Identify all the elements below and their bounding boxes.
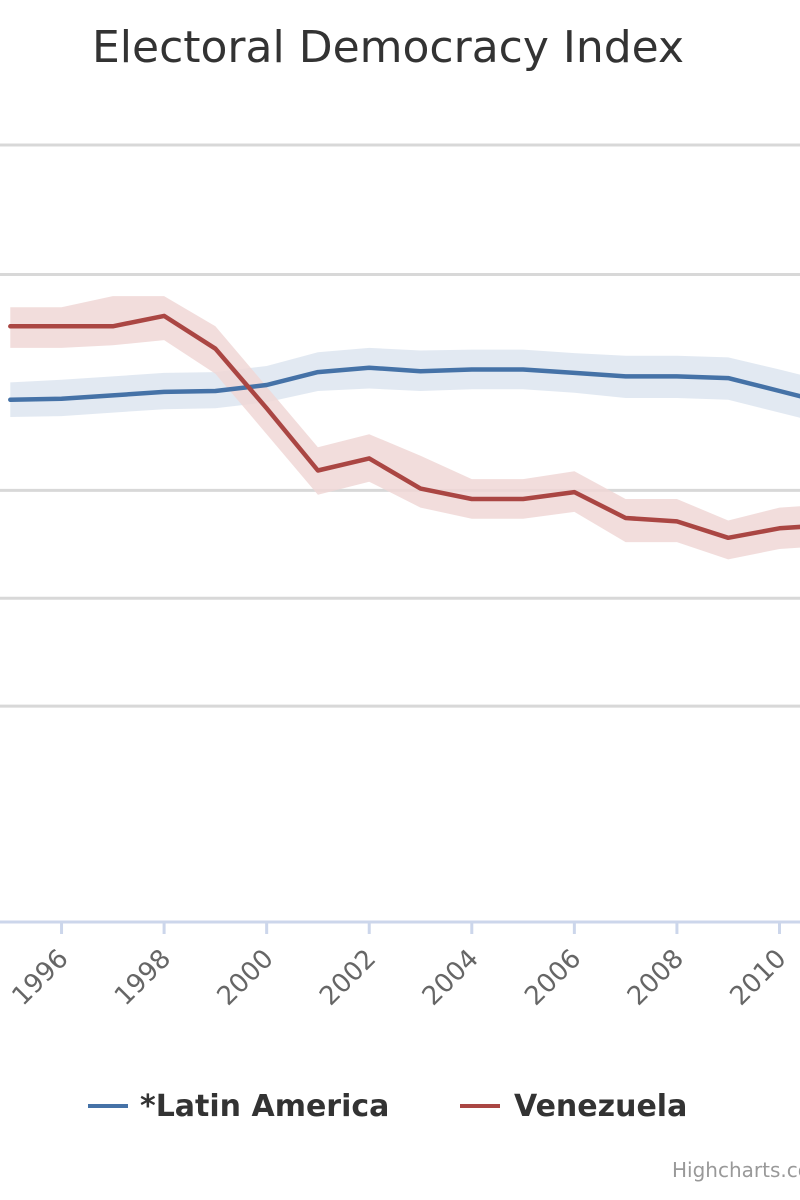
legend-label-venezuela: Venezuela (514, 1089, 687, 1124)
x-tick-label-2002: 2002 (314, 944, 382, 1012)
series-lines[interactable] (8, 313, 800, 541)
series-line-latin-america[interactable] (8, 365, 800, 404)
legend-item-venezuela[interactable]: Venezuela (460, 1089, 687, 1124)
confidence-bands (10, 296, 800, 560)
x-tick-label-1998: 1998 (109, 944, 177, 1012)
series-line-venezuela[interactable] (8, 313, 800, 541)
grid-lines (0, 143, 800, 708)
x-tick-label-2008: 2008 (622, 944, 690, 1012)
x-tick-label-1996: 1996 (6, 944, 74, 1012)
band-venezuela (10, 296, 800, 560)
x-axis: 1996 1998 2000 2002 2004 2006 2008 2010 (0, 920, 800, 1012)
credits-link[interactable]: Highcharts.com (672, 1158, 800, 1182)
band--latin-america (10, 347, 800, 418)
chart-title: Electoral Democracy Index (92, 22, 684, 73)
x-tick-label-2010: 2010 (724, 944, 792, 1012)
legend-item-latin-america[interactable]: *Latin America (88, 1089, 389, 1124)
legend[interactable]: *Latin America Venezuela (88, 1089, 687, 1124)
x-tick-label-2006: 2006 (519, 944, 587, 1012)
x-tick-label-2000: 2000 (212, 944, 280, 1012)
x-tick-label-2004: 2004 (417, 944, 485, 1012)
legend-label-latin-america: *Latin America (140, 1089, 389, 1124)
